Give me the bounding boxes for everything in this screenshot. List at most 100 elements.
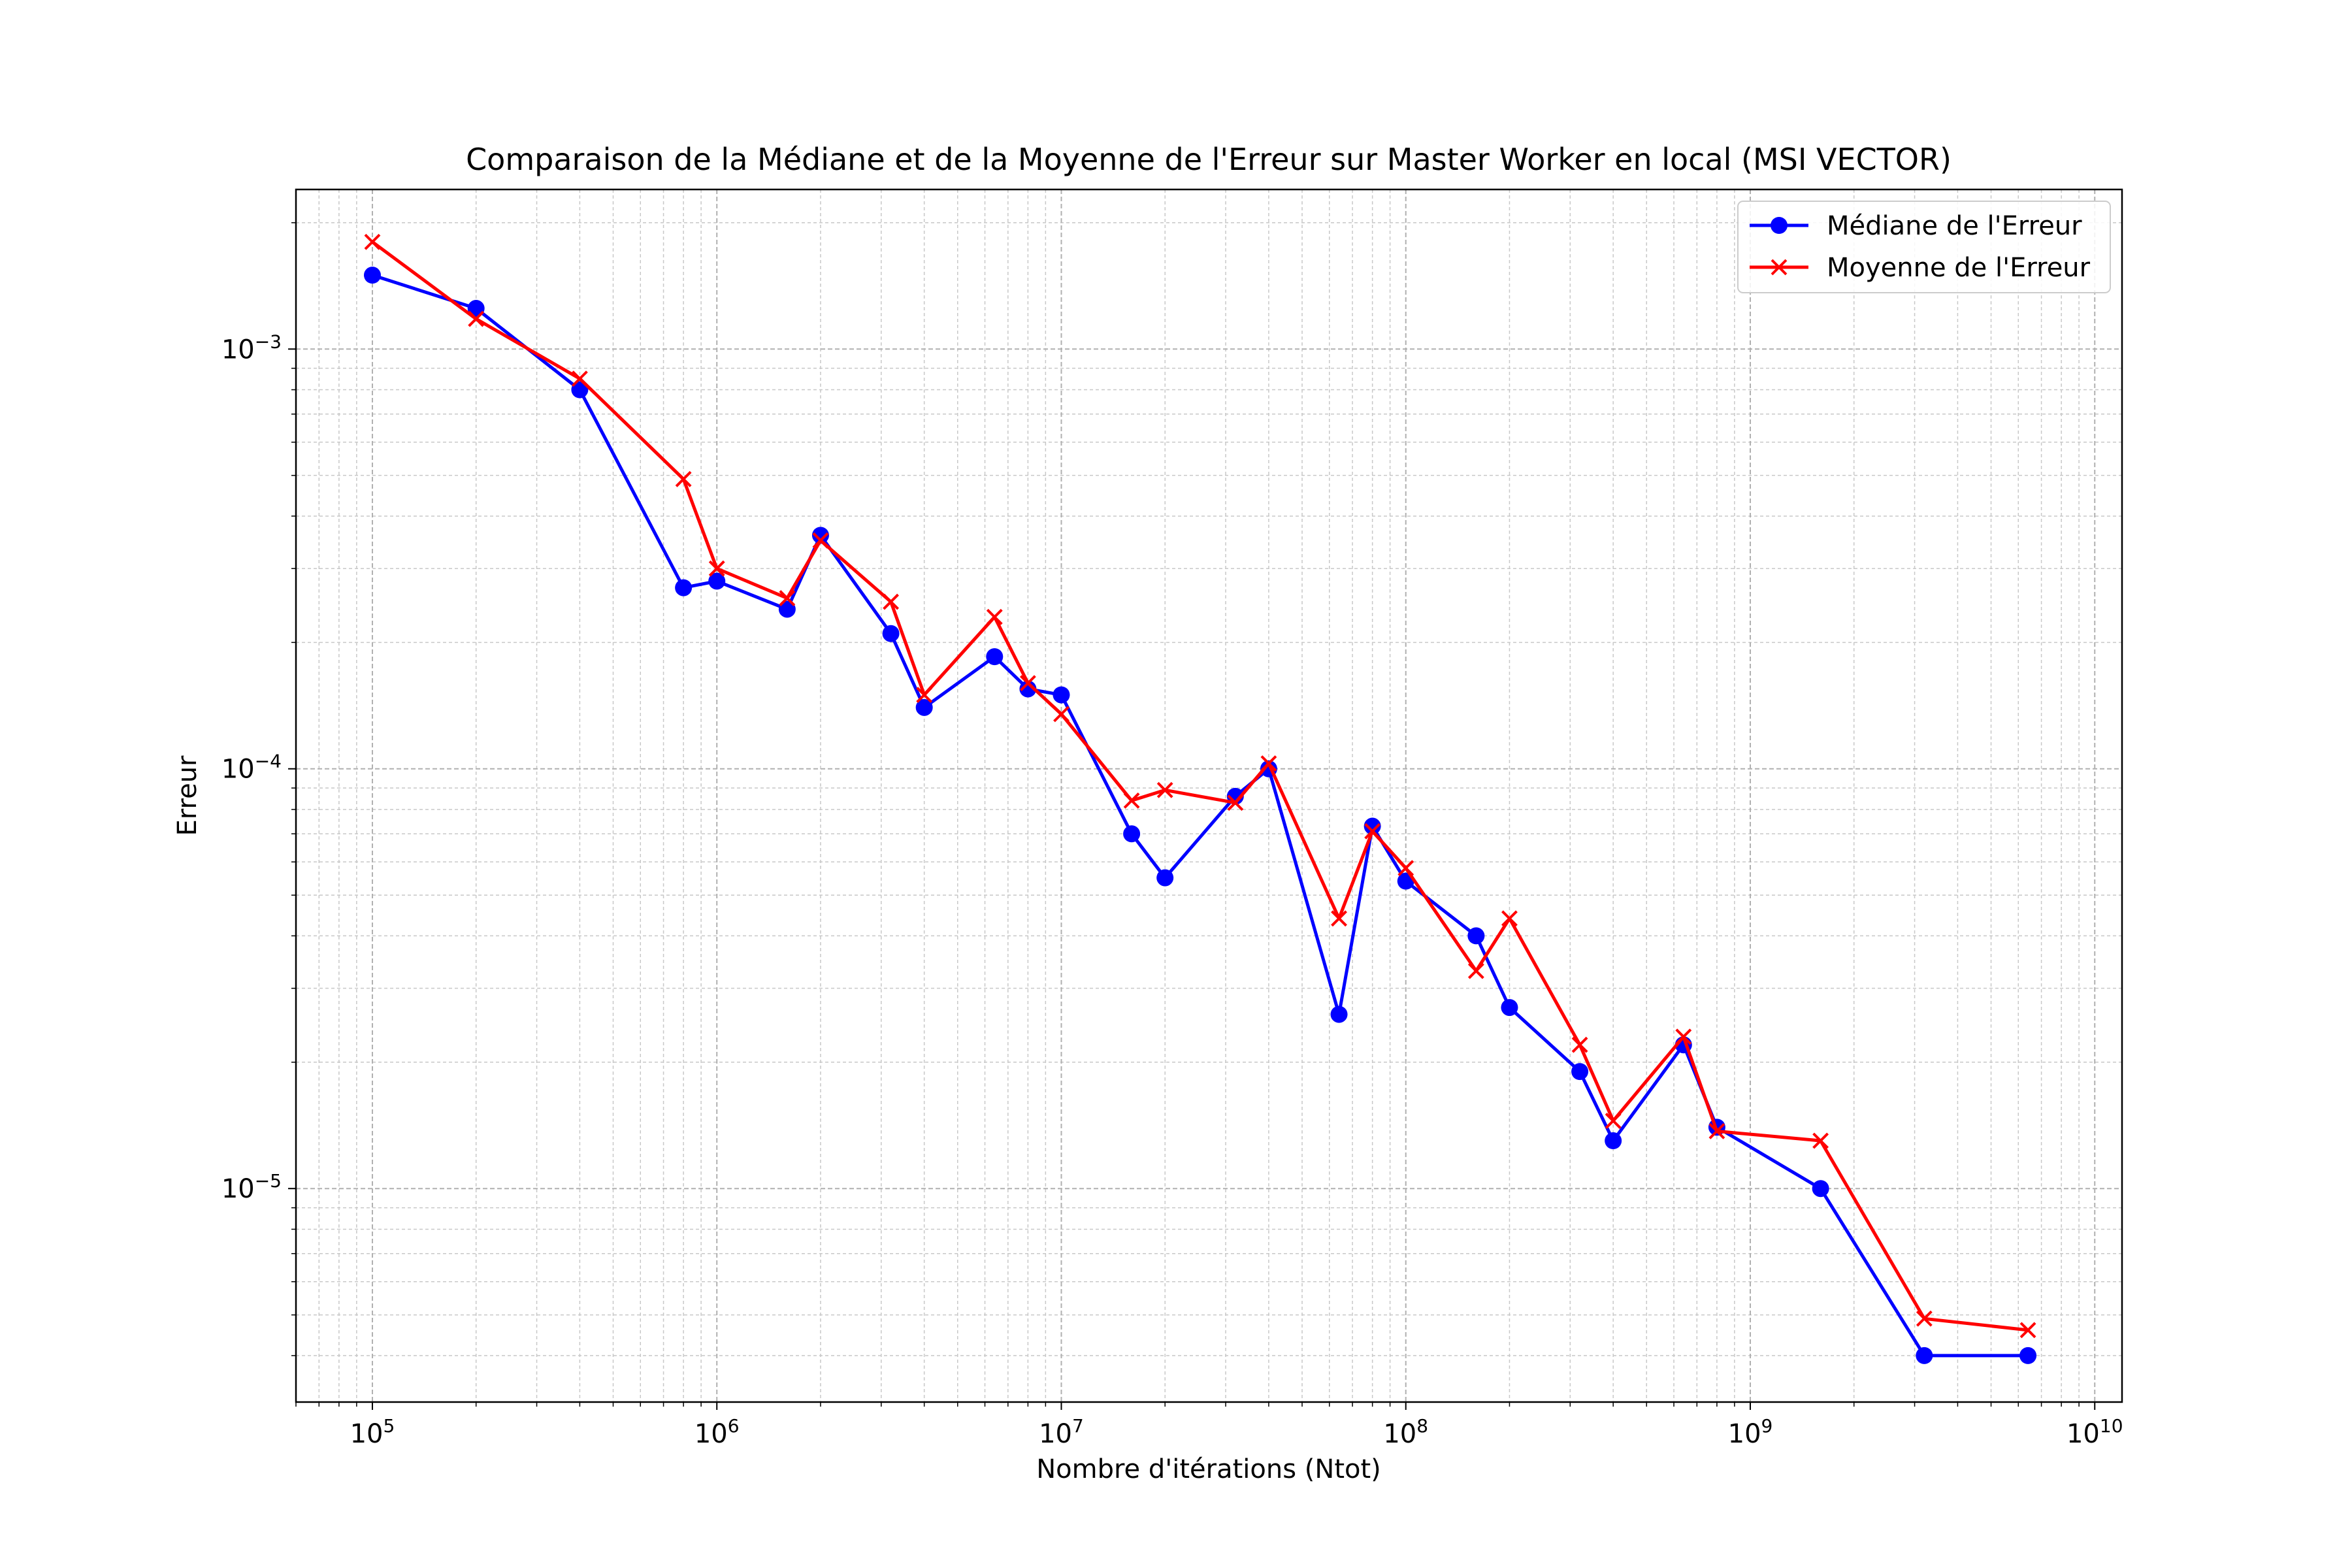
- data-point-median: [986, 648, 1004, 666]
- x-marker-stroke: [468, 310, 485, 327]
- x-marker-stroke: [916, 687, 933, 704]
- data-point-mean: [986, 608, 1003, 625]
- data-point-median: [778, 600, 796, 618]
- x-marker-stroke: [1708, 1122, 1725, 1139]
- data-point-mean: [364, 233, 381, 250]
- x-marker-stroke: [779, 590, 796, 606]
- data-point-mean: [1019, 675, 1036, 692]
- x-tick-label: 106: [694, 1415, 740, 1449]
- x-tick-label: 107: [1039, 1415, 1084, 1449]
- data-point-mean: [1501, 910, 1518, 927]
- x-marker-stroke: [883, 593, 899, 610]
- data-point-mean: [779, 590, 796, 606]
- series-layer: [363, 233, 2037, 1364]
- legend-marker: [1771, 217, 1788, 234]
- data-point-median: [882, 625, 900, 642]
- data-point-median: [811, 527, 829, 544]
- y-tick-label: 10−4: [221, 751, 282, 785]
- data-point-median: [1467, 927, 1485, 945]
- data-point-median: [1605, 1132, 1622, 1150]
- data-point-mean: [1260, 755, 1277, 772]
- x-marker-stroke: [1053, 706, 1070, 723]
- data-point-mean: [1708, 1122, 1725, 1139]
- x-marker-stroke: [1331, 910, 1347, 927]
- data-point-median: [2019, 1347, 2037, 1364]
- x-marker-stroke: [1156, 781, 1173, 798]
- chart-title: Comparaison de la Médiane et de la Moyen…: [466, 142, 1952, 177]
- x-marker-stroke: [2019, 1322, 2036, 1339]
- series-line-1: [371, 240, 2029, 1332]
- data-point-median: [1812, 1180, 1829, 1198]
- data-point-mean: [708, 560, 725, 577]
- x-marker-stroke: [364, 233, 381, 250]
- x-marker-stroke: [1467, 962, 1484, 979]
- x-marker-stroke: [1675, 1028, 1692, 1045]
- data-point-median: [467, 300, 485, 318]
- data-point-median: [1053, 686, 1070, 704]
- x-marker-stroke: [1916, 1310, 1933, 1327]
- data-point-mean: [2019, 1322, 2036, 1339]
- x-marker-stroke: [675, 470, 692, 487]
- y-axis-label: Erreur: [172, 755, 203, 836]
- x-marker-stroke: [571, 370, 588, 387]
- x-marker-stroke: [708, 560, 725, 577]
- x-marker-stroke: [1227, 794, 1244, 811]
- y-tick-label: 10−3: [221, 331, 282, 365]
- legend-item: Médiane de l'Erreur: [1750, 211, 2082, 241]
- data-point-mean: [1397, 860, 1414, 877]
- data-point-median: [1916, 1347, 1933, 1364]
- data-point-mean: [1156, 781, 1173, 798]
- data-point-median: [571, 381, 589, 399]
- legend-label: Médiane de l'Erreur: [1827, 211, 2082, 241]
- x-marker-stroke: [1397, 860, 1414, 877]
- legend: Médiane de l'Erreur Moyenne de l'Erreur: [1737, 201, 2111, 293]
- legend-label: Moyenne de l'Erreur: [1827, 253, 2091, 283]
- data-point-mean: [1364, 823, 1381, 840]
- x-marker-stroke: [986, 608, 1003, 625]
- x-marker-stroke: [1605, 1113, 1622, 1129]
- legend-marker: [1771, 259, 1788, 276]
- data-point-median: [708, 572, 726, 590]
- data-point-mean: [883, 593, 899, 610]
- y-tick-label: 10−5: [221, 1170, 282, 1204]
- data-point-mean: [1123, 792, 1140, 809]
- x-marker-stroke: [1501, 910, 1518, 927]
- x-axis-label: Nombre d'itérations (Ntot): [1036, 1454, 1381, 1484]
- data-point-median: [1123, 825, 1141, 843]
- legend-item: Moyenne de l'Erreur: [1750, 253, 2091, 283]
- plot-area: [296, 189, 2122, 1402]
- x-marker-stroke: [1260, 755, 1277, 772]
- data-point-median: [1330, 1005, 1348, 1023]
- data-point-mean: [1053, 706, 1070, 723]
- data-point-median: [363, 267, 381, 284]
- data-point-mean: [1675, 1028, 1692, 1045]
- data-point-median: [915, 698, 933, 716]
- data-point-mean: [1227, 794, 1244, 811]
- data-point-median: [1156, 869, 1174, 887]
- grid-major: [296, 189, 2122, 1402]
- data-point-mean: [1331, 910, 1347, 927]
- data-point-mean: [812, 532, 829, 549]
- data-point-median: [1364, 817, 1381, 835]
- y-axis-ticks: 10−5 10−4 10−3: [221, 222, 296, 1356]
- data-point-mean: [916, 687, 933, 704]
- data-point-median: [1571, 1063, 1589, 1081]
- data-point-median: [1501, 999, 1518, 1017]
- grid-minor: [295, 189, 2122, 1402]
- data-point-mean: [571, 370, 588, 387]
- data-point-mean: [1571, 1036, 1588, 1053]
- x-tick-label: 109: [1728, 1415, 1773, 1449]
- data-point-median: [1019, 680, 1037, 698]
- data-point-mean: [675, 470, 692, 487]
- legend-box: [1737, 201, 2111, 293]
- x-marker-stroke: [1571, 1036, 1588, 1053]
- x-marker-stroke: [1364, 823, 1381, 840]
- series-line-0: [372, 273, 2029, 1358]
- data-point-median: [675, 579, 693, 596]
- x-marker-stroke: [1123, 792, 1140, 809]
- x-tick-label: 108: [1383, 1415, 1428, 1449]
- x-marker-stroke: [812, 532, 829, 549]
- plot-frame: [295, 188, 2123, 1403]
- data-point-mean: [1605, 1113, 1622, 1129]
